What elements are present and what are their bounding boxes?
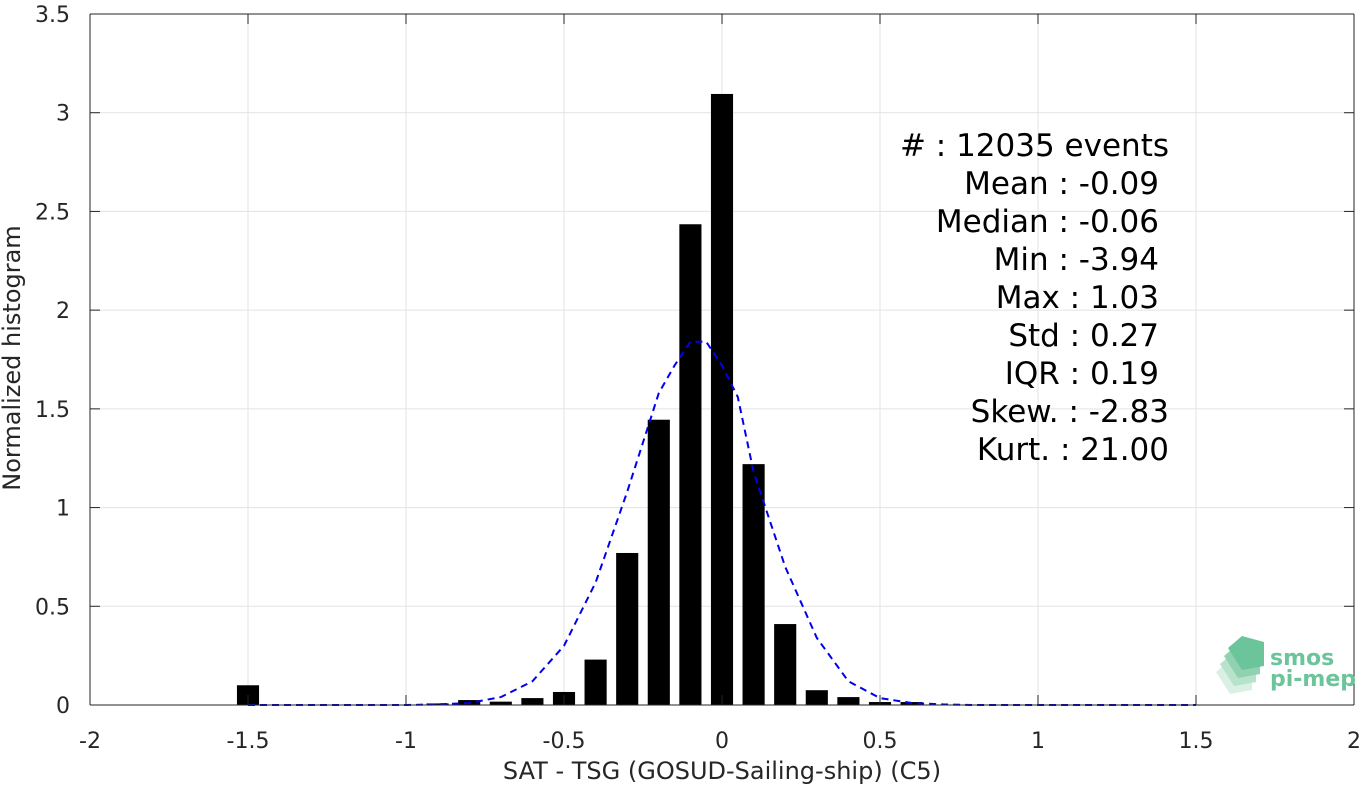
histogram-bar	[805, 690, 828, 705]
y-tick-label: 2.5	[35, 200, 70, 225]
histogram-bar	[774, 624, 797, 705]
y-tick-label: 1	[56, 497, 70, 522]
x-tick-label: -1.5	[227, 729, 270, 754]
histogram-bar	[837, 697, 860, 705]
y-tick-label: 2	[56, 299, 70, 324]
smos-pimep-logo: smos pi-mep	[1216, 636, 1356, 694]
x-tick-label: 1.5	[1179, 729, 1214, 754]
x-tick-label: 0	[715, 729, 729, 754]
stats-min: Min : -3.94	[994, 242, 1159, 278]
y-tick-label: 1.5	[35, 398, 70, 423]
stats-median: Median : -0.06	[936, 204, 1159, 240]
histogram-bar	[489, 701, 512, 705]
stats-kurt: Kurt. : 21.00	[977, 432, 1169, 468]
y-axis-label: Normalized histogram	[0, 225, 26, 490]
logo-text-pimep: pi-mep	[1270, 667, 1356, 692]
x-axis-ticks: -2 -1.5 -1 -0.5 0 0.5 1 1.5 2	[79, 14, 1361, 754]
histogram-bar	[647, 419, 670, 705]
logo-layers-icon	[1216, 636, 1264, 694]
histogram-bar	[426, 703, 449, 705]
histogram-bar	[616, 552, 639, 705]
stats-skew: Skew. : -2.83	[971, 394, 1169, 430]
logo-text-smos: smos	[1270, 646, 1334, 671]
histogram-bar	[679, 224, 702, 706]
histogram-bar	[742, 464, 765, 705]
x-tick-label: 2	[1347, 729, 1361, 754]
histogram-bar	[584, 659, 607, 705]
y-axis-ticks: 0 0.5 1 1.5 2 2.5 3 3.5	[35, 3, 1354, 719]
y-tick-label: 0.5	[35, 595, 70, 620]
x-tick-label: 1	[1031, 729, 1045, 754]
x-tick-label: -1	[395, 729, 417, 754]
x-tick-label: 0.5	[863, 729, 898, 754]
x-axis-label: SAT - TSG (GOSUD-Sailing-ship) (C5)	[503, 757, 941, 785]
stats-max: Max : 1.03	[996, 280, 1159, 316]
stats-iqr: IQR : 0.19	[1005, 356, 1159, 392]
stats-std: Std : 0.27	[1008, 318, 1159, 354]
histogram-bar	[710, 93, 734, 706]
y-tick-label: 3.5	[35, 3, 70, 28]
histogram-bar	[521, 698, 544, 705]
stats-mean: Mean : -0.09	[964, 166, 1159, 202]
y-tick-label: 3	[56, 102, 70, 127]
x-tick-label: -0.5	[543, 729, 586, 754]
histogram-bars	[236, 93, 923, 706]
stats-annotation: # : 12035 events Mean : -0.09 Median : -…	[900, 128, 1169, 468]
x-tick-label: -2	[79, 729, 101, 754]
y-tick-label: 0	[56, 694, 70, 719]
stats-events: # : 12035 events	[900, 128, 1169, 164]
